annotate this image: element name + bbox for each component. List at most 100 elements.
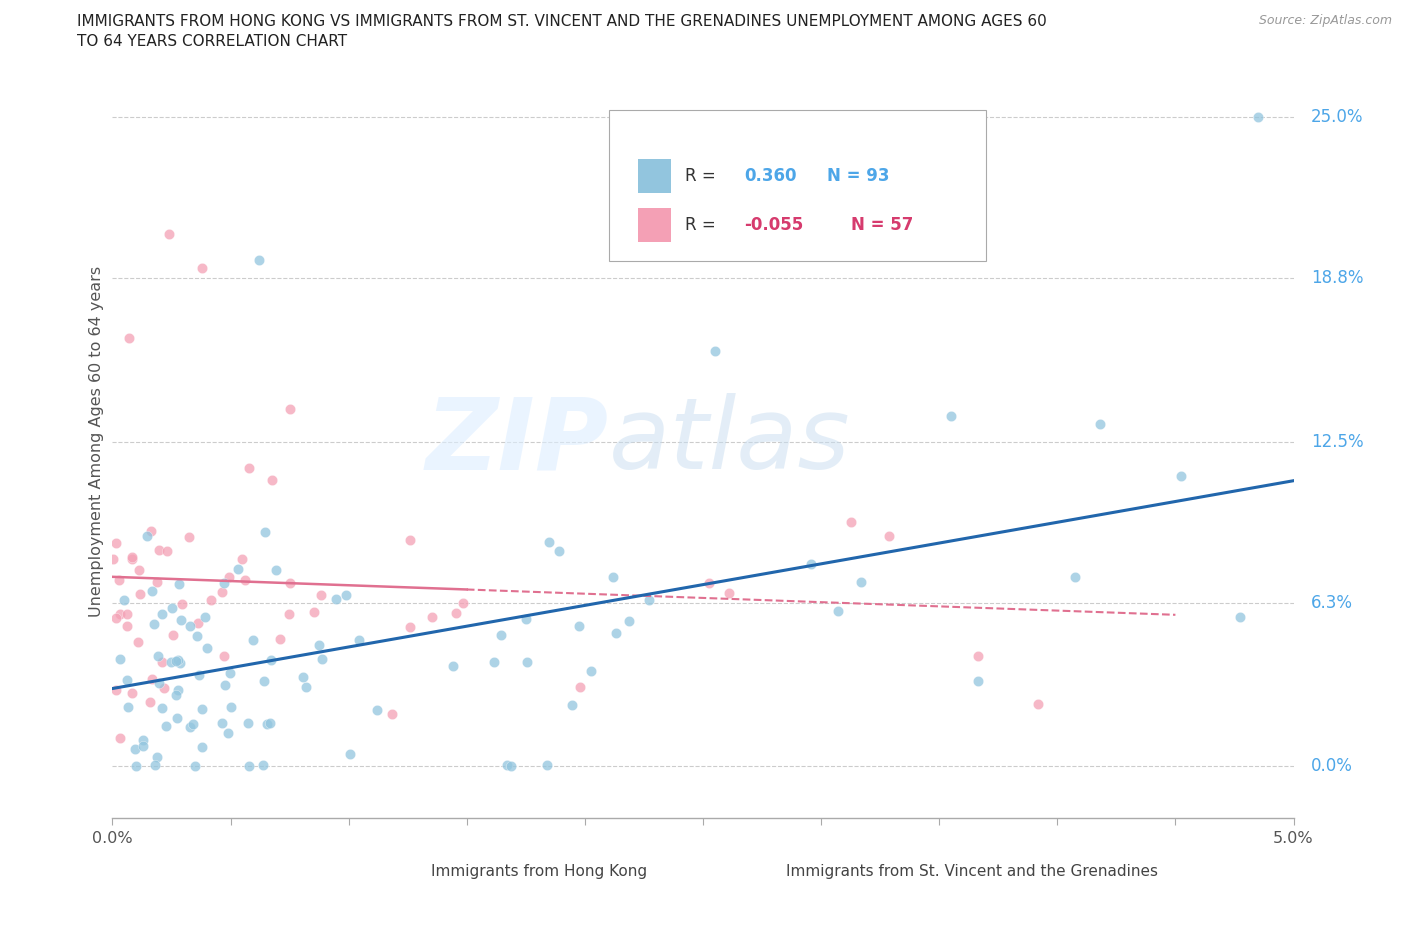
Point bbox=[637, 592, 659, 607]
Point bbox=[277, 607, 299, 622]
Point bbox=[278, 575, 301, 590]
Point bbox=[339, 747, 361, 762]
Point bbox=[849, 574, 872, 589]
Point bbox=[568, 618, 591, 633]
Point bbox=[186, 629, 208, 644]
Text: Source: ZipAtlas.com: Source: ZipAtlas.com bbox=[1258, 14, 1392, 27]
Y-axis label: Unemployment Among Ages 60 to 64 years: Unemployment Among Ages 60 to 64 years bbox=[89, 266, 104, 618]
Text: 0.0%: 0.0% bbox=[1312, 757, 1353, 776]
Point bbox=[226, 562, 249, 577]
Point bbox=[187, 616, 209, 631]
Text: 25.0%: 25.0% bbox=[1312, 108, 1364, 126]
Text: 18.8%: 18.8% bbox=[1312, 269, 1364, 287]
Point bbox=[605, 625, 627, 640]
Point bbox=[256, 716, 278, 731]
Point bbox=[269, 631, 291, 646]
Text: N = 93: N = 93 bbox=[827, 167, 890, 185]
Point bbox=[538, 535, 561, 550]
Point bbox=[188, 668, 211, 683]
Point bbox=[398, 619, 420, 634]
Point bbox=[150, 655, 173, 670]
Point bbox=[501, 759, 523, 774]
Point bbox=[966, 674, 988, 689]
Point bbox=[260, 653, 283, 668]
Point bbox=[132, 732, 155, 747]
Point bbox=[108, 606, 131, 621]
Point bbox=[548, 544, 571, 559]
Point bbox=[252, 757, 274, 772]
Point bbox=[155, 719, 177, 734]
Point bbox=[441, 659, 464, 674]
Point bbox=[184, 759, 207, 774]
Point bbox=[179, 530, 201, 545]
Point bbox=[169, 656, 191, 671]
Point bbox=[153, 681, 176, 696]
Point bbox=[219, 665, 242, 680]
Point bbox=[139, 695, 162, 710]
Text: R =: R = bbox=[685, 167, 721, 185]
Point bbox=[253, 525, 276, 539]
Point bbox=[167, 577, 190, 591]
Point bbox=[194, 610, 217, 625]
Point bbox=[489, 628, 512, 643]
Point bbox=[308, 638, 330, 653]
Point bbox=[238, 759, 260, 774]
Point bbox=[128, 563, 150, 578]
Point bbox=[966, 649, 988, 664]
Text: -0.055: -0.055 bbox=[744, 216, 804, 234]
Text: Immigrants from Hong Kong: Immigrants from Hong Kong bbox=[432, 864, 648, 879]
Point bbox=[221, 700, 243, 715]
Point bbox=[309, 587, 332, 602]
Point bbox=[1064, 569, 1087, 584]
Point bbox=[211, 585, 233, 600]
Point bbox=[381, 706, 404, 721]
FancyBboxPatch shape bbox=[402, 860, 427, 890]
Point bbox=[217, 726, 239, 741]
Point bbox=[165, 653, 187, 668]
Point bbox=[218, 569, 240, 584]
Point bbox=[212, 649, 235, 664]
Point bbox=[162, 628, 184, 643]
Point bbox=[117, 699, 139, 714]
Point bbox=[496, 757, 519, 772]
Point bbox=[104, 536, 127, 551]
Point bbox=[420, 610, 443, 625]
Point bbox=[105, 683, 128, 698]
Point bbox=[118, 330, 141, 345]
Text: N = 57: N = 57 bbox=[851, 216, 912, 234]
Point bbox=[132, 738, 155, 753]
Point bbox=[148, 542, 170, 557]
Point bbox=[1247, 110, 1270, 125]
Point bbox=[602, 570, 624, 585]
Point bbox=[181, 717, 204, 732]
Text: 0.0%: 0.0% bbox=[93, 831, 132, 846]
Point bbox=[145, 575, 167, 590]
Point bbox=[879, 528, 901, 543]
Point bbox=[156, 543, 179, 558]
Text: TO 64 YEARS CORRELATION CHART: TO 64 YEARS CORRELATION CHART bbox=[77, 34, 347, 49]
Point bbox=[121, 552, 143, 567]
FancyBboxPatch shape bbox=[638, 207, 671, 242]
Point bbox=[617, 614, 640, 629]
Point bbox=[165, 687, 187, 702]
Point bbox=[127, 635, 149, 650]
Point bbox=[146, 649, 169, 664]
Point bbox=[121, 685, 143, 700]
Point bbox=[108, 572, 131, 587]
Point bbox=[112, 593, 135, 608]
Point bbox=[214, 677, 236, 692]
Point bbox=[366, 703, 388, 718]
Point bbox=[139, 524, 162, 538]
Point bbox=[717, 585, 740, 600]
Point bbox=[800, 556, 823, 571]
Point bbox=[231, 551, 253, 566]
Point bbox=[278, 402, 301, 417]
Point bbox=[253, 673, 276, 688]
Point bbox=[200, 592, 222, 607]
Point bbox=[294, 680, 316, 695]
Point bbox=[291, 670, 314, 684]
FancyBboxPatch shape bbox=[638, 159, 671, 193]
Point bbox=[335, 588, 357, 603]
Point bbox=[482, 655, 505, 670]
Point bbox=[264, 563, 287, 578]
